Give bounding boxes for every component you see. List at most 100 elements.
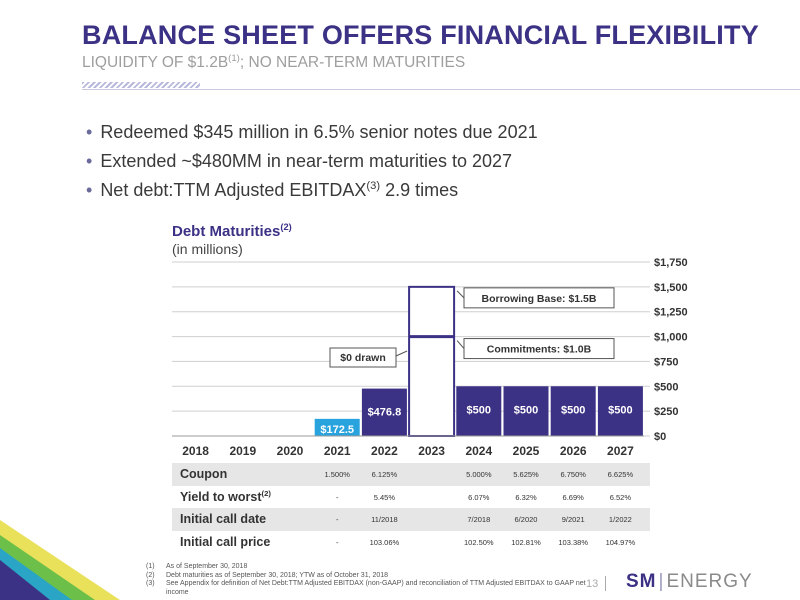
x-tick-label: 2019 (229, 444, 256, 458)
table-row-footnote-ref: (2) (261, 488, 271, 498)
table-cell: 6.750% (560, 470, 586, 479)
footer-divider (605, 576, 606, 591)
footnote: (3) See Appendix for definition of Net De… (146, 580, 586, 597)
y-tick-label: $750 (654, 356, 678, 368)
bullet-item: • Extended ~$480MM in near-term maturitie… (86, 147, 538, 176)
bar-value-label: $476.8 (368, 407, 402, 419)
chart-title-footnote-ref: (2) (280, 222, 292, 232)
bar (550, 386, 596, 436)
bullet-text: Extended ~$480MM in near-term maturities… (100, 151, 513, 171)
bullet-text-rest: 2.9 times (380, 180, 459, 200)
page-title: BALANCE SHEET OFFERS FINANCIAL FLEXIBILI… (82, 20, 759, 50)
table-row-label: Initial call date (180, 512, 266, 526)
table-cell: - (335, 537, 339, 547)
header-hatch-decoration (82, 82, 200, 88)
footnotes: (1) As of September 30, 2018 (2) Debt matur… (146, 563, 586, 597)
bullet-footnote-ref: (3) (366, 180, 381, 192)
bullet-item: • Net debt:TTM Adjusted EBITDAX(3) 2.9 ti… (86, 176, 538, 205)
table-cell: 103.38% (558, 537, 588, 547)
footnote-number: (2) (146, 571, 155, 579)
bullet-text: Net debt:TTM Adjusted EBITDAX (100, 180, 367, 200)
table-cell: 102.50% (463, 537, 494, 547)
table-row-label-text: Coupon (180, 467, 228, 481)
table-cell: 6.69% (562, 492, 584, 502)
table-cell: 5.000% (466, 470, 492, 479)
table-row: Coupon 1.500% 6.125% 5.000% 5.625% 6.750% 6.62… (172, 463, 650, 486)
subtitle-rest: ; NO NEAR-TERM MATURITIES (239, 54, 466, 71)
subtitle-footnote-ref: (1) (228, 52, 240, 64)
table-cell: 5.625% (513, 470, 539, 479)
table-row: Yield to worst(2) - 5.45% 6.07% 6.32% 6.69% 6.… (172, 486, 650, 509)
footnote-number: (1) (146, 563, 155, 570)
table-cell: 9/2021 (561, 515, 585, 524)
y-tick-label: $250 (654, 406, 678, 418)
chart-subtitle: (in millions) (172, 241, 243, 257)
footnote: (2) Debt maturities as of September 30, 2… (146, 572, 586, 581)
x-tick-label: 2022 (371, 444, 398, 458)
bullet-dot-icon: • (86, 180, 93, 200)
footnote-text: Debt maturities as of September 30, 2018… (166, 571, 389, 579)
bar (314, 418, 360, 436)
y-tick-label: $1,750 (654, 257, 688, 269)
bar (597, 386, 643, 436)
commitments-callout-pointer (456, 340, 465, 349)
chart-title: Debt Maturities(2) (172, 222, 292, 240)
x-tick-label: 2026 (560, 444, 587, 458)
x-tick-label: 2020 (277, 444, 304, 458)
x-tick-label: 2024 (465, 444, 492, 458)
table-cell: 102.81% (511, 537, 541, 547)
drawn-callout-box (329, 347, 397, 368)
table-row-label: Yield to worst(2) (180, 488, 271, 504)
company-logo: SM | ENERGY (626, 571, 753, 593)
table-row-label: Initial call price (180, 535, 270, 549)
x-tick-label: 2018 (182, 444, 209, 458)
subtitle-main: LIQUIDITY OF $1.2B (82, 54, 229, 71)
table-row-label-text: Initial call date (180, 512, 267, 526)
table-cell: 11/2018 (371, 515, 398, 524)
table-cell: 6.625% (607, 470, 634, 479)
table-row-label: Coupon (180, 467, 227, 481)
logo-divider: | (658, 571, 665, 592)
drawn-callout-pointer (395, 350, 408, 357)
chart-title-text: Debt Maturities (172, 223, 281, 240)
logo-sm: SM (626, 571, 657, 592)
table-cell: - (335, 492, 339, 502)
x-tick-label: 2023 (418, 444, 445, 458)
commitments-label: Commitments: $1.0B (487, 344, 592, 356)
header-divider (82, 89, 800, 90)
y-tick-label: $1,000 (654, 332, 688, 344)
bullet-dot-icon: • (86, 151, 93, 171)
table-cell: 6/2020 (514, 515, 538, 524)
y-tick-label: $1,500 (654, 282, 688, 294)
borrowing-base-outline (408, 285, 456, 437)
bar (456, 386, 502, 436)
bullet-list: • Redeemed $345 million in 6.5% senior no… (86, 118, 538, 205)
table-cell: 104.97% (605, 537, 636, 547)
x-tick-label: 2021 (324, 444, 351, 458)
x-tick-label: 2025 (513, 444, 540, 458)
table-cell: 103.06% (369, 537, 400, 547)
bullet-dot-icon: • (86, 122, 93, 142)
table-cell: 6.32% (515, 492, 537, 502)
table-cell: 1.500% (324, 470, 350, 479)
x-tick-label: 2027 (607, 444, 634, 458)
table-cell: 6.52% (609, 492, 632, 502)
page-subtitle: LIQUIDITY OF $1.2B(1); NO NEAR-TERM MATU… (82, 54, 465, 72)
bar (361, 388, 407, 436)
bullet-text: Redeemed $345 million in 6.5% senior not… (100, 122, 538, 142)
footnote-text: As of September 30, 2018 (166, 563, 248, 570)
debt-maturities-chart: $0 $250 $500 $750 $1,000 $1,250 $1,500 $1,750 $1… (172, 257, 688, 458)
footnote: (1) As of September 30, 2018 (146, 563, 586, 572)
bar-value-label: $500 (608, 404, 632, 416)
table-row: Initial call price - 103.06% 102.50% 102.81%… (172, 531, 650, 554)
page-number: 13 (586, 578, 599, 590)
y-tick-label: $500 (654, 381, 678, 393)
table-cell: 6.07% (468, 492, 490, 502)
drawn-label: $0 drawn (340, 352, 386, 364)
y-tick-label: $0 (654, 431, 666, 443)
bar (503, 386, 549, 436)
footnote-number: (3) (146, 580, 155, 587)
table-cell: 5.45% (373, 492, 396, 502)
bar-value-label: $172.5 (320, 424, 354, 436)
table-cell: 7/2018 (467, 515, 491, 524)
